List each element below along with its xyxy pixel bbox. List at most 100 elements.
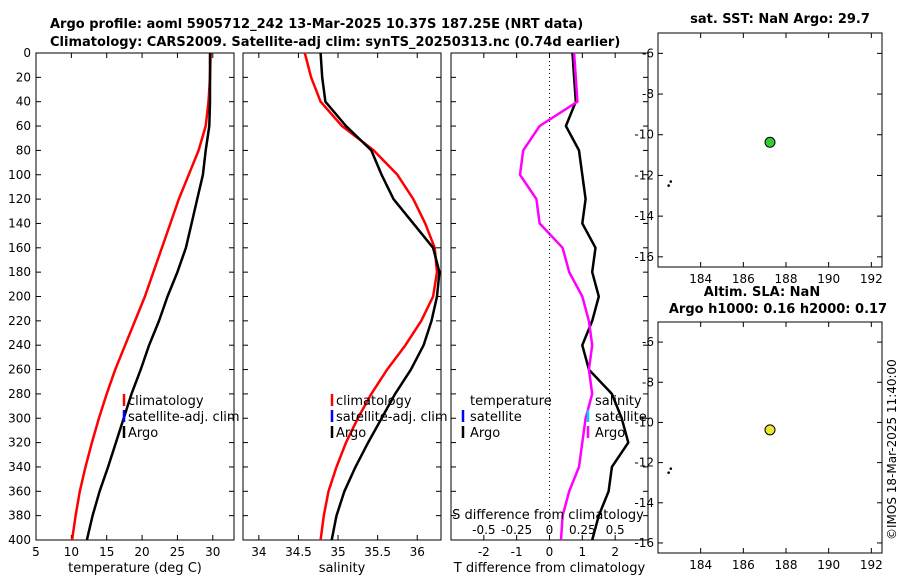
temperature-ytick-label: 300 [8, 411, 31, 425]
temperature-ytick-label: 280 [8, 387, 31, 401]
temperature-xtick-label: 5 [32, 545, 40, 559]
sla_map-ytick-label: -12 [634, 456, 654, 470]
sst_map-coast-dot [667, 184, 670, 187]
diff-s-legend-label: salinity [595, 394, 642, 409]
differences-xtick-label: 2 [611, 545, 619, 559]
salinity-xtick-label: 36 [410, 545, 425, 559]
sla_map-ytick-label: -6 [642, 335, 654, 349]
temperature-ytick-label: 120 [8, 192, 31, 206]
salinity-panel: 34 34.5 35 35.5 36 salinity climatologysatelli… [242, 52, 448, 576]
temperature-ytick-label: 100 [8, 168, 31, 182]
salinity-axes-box [242, 52, 442, 541]
sst-title: sat. SST: NaN Argo: 29.7 [690, 12, 870, 27]
sla_map-xtick-label: 192 [860, 558, 883, 572]
sal-legend-label: satellite-adj. clim [336, 410, 448, 425]
sla-map-panel: 184 186 188 190 192 -6 -8 -10 -12 -14 -16 [634, 321, 883, 572]
temperature-ytick-label: 340 [8, 460, 31, 474]
sst_map-ytick-label: -6 [642, 46, 654, 60]
diff-s-tick-label: 0.25 [569, 523, 596, 537]
sla_map-ytick-label: -14 [634, 496, 654, 510]
header-line2: Climatology: CARS2009. Satellite-adj cli… [50, 35, 620, 50]
diff-s-tick-label: -0.25 [501, 523, 532, 537]
salinity-xtick-label: 34.5 [285, 545, 312, 559]
diff-s-legend-label: satellite [595, 410, 647, 425]
salinity-series-1 [319, 52, 441, 541]
temperature-ytick-label: 80 [16, 143, 31, 157]
temperature-ytick-label: 20 [16, 70, 31, 84]
sla_map-xtick-label: 186 [732, 558, 755, 572]
sst_map-xtick-label: 192 [860, 272, 883, 286]
temperature-xtick-label: 30 [205, 545, 220, 559]
temperature-ytick-label: 320 [8, 436, 31, 450]
salinity-xtick-label: 35.5 [364, 545, 391, 559]
diff-s-xlabel: S difference from climatology [452, 508, 644, 523]
temperature-ytick-label: 160 [8, 241, 31, 255]
temp-legend-label: climatology [128, 394, 204, 409]
temperature-ytick-label: 240 [8, 338, 31, 352]
sst_map-xtick-label: 184 [689, 272, 712, 286]
differences-series-1 [518, 52, 594, 541]
timestamp: ©IMOS 18-Mar-2025 11:40:00 [885, 359, 899, 540]
sla_map-coast-dot [667, 471, 670, 474]
sst_map-argo-marker [764, 136, 776, 148]
temperature-xtick-label: 20 [134, 545, 149, 559]
temperature-ytick-label: 260 [8, 363, 31, 377]
sla_map-ytick-label: -8 [642, 375, 654, 389]
differences-axes-box [450, 52, 649, 541]
temperature-axes-box [35, 52, 235, 541]
sst-map-panel: 184 186 188 190 192 -6 -8 -10 -12 -14 -16 [634, 32, 883, 286]
temperature-xtick-label: 10 [64, 545, 79, 559]
temperature-ytick-label: 400 [8, 533, 31, 547]
differences-xtick-label: 0 [546, 545, 554, 559]
sst_map-xtick-label: 186 [732, 272, 755, 286]
temperature-xlabel: temperature (deg C) [68, 561, 202, 576]
sal-legend-label: Argo [336, 426, 366, 441]
sst_map-ytick-label: -12 [634, 168, 654, 182]
temperature-ytick-label: 0 [23, 46, 31, 60]
diff-t-legend-label: Argo [470, 426, 500, 441]
temperature-ytick-label: 180 [8, 265, 31, 279]
temperature-xtick-label: 25 [170, 545, 185, 559]
sst_map-ytick-label: -8 [642, 87, 654, 101]
temperature-series-0 [70, 52, 212, 541]
diff-s-tick-label: -0.5 [472, 523, 495, 537]
differences-xlabel: T difference from climatology [453, 561, 646, 576]
difference-panel: -2 -1 0 1 2 T difference from climatology S di… [450, 52, 649, 576]
temperature-xtick-label: 15 [99, 545, 114, 559]
sla_map-coast-dot [669, 467, 673, 470]
salinity-xtick-label: 35 [330, 545, 345, 559]
sla_map-ytick-label: -10 [634, 415, 654, 429]
temperature-ytick-label: 60 [16, 119, 31, 133]
sst_map-xtick-label: 190 [817, 272, 840, 286]
sla_map-xtick-label: 184 [689, 558, 712, 572]
sla_map-argo-marker [764, 424, 776, 436]
salinity-xlabel: salinity [319, 561, 366, 576]
sst_map-axes-box [657, 32, 883, 268]
sst_map-ytick-label: -14 [634, 209, 654, 223]
sla_map-axes-box [657, 321, 883, 554]
sst_map-ytick-label: -16 [634, 250, 654, 264]
differences-xtick-label: -1 [511, 545, 523, 559]
header-line1: Argo profile: aoml 5905712_242 13-Mar-20… [50, 17, 583, 32]
diff-s-legend-label: Argo [595, 426, 625, 441]
sla-title-1: Altim. SLA: NaN [704, 285, 820, 300]
differences-xtick-label: -2 [478, 545, 490, 559]
temperature-ytick-label: 40 [16, 95, 31, 109]
temp-legend-label: Argo [128, 426, 158, 441]
differences-xtick-label: 1 [579, 545, 587, 559]
sal-legend-label: climatology [336, 394, 412, 409]
salinity-series-0 [303, 52, 439, 541]
sst_map-ytick-label: -10 [634, 128, 654, 142]
salinity-xtick-label: 34 [251, 545, 266, 559]
sla_map-xtick-label: 188 [775, 558, 798, 572]
temperature-panel: 5 10 15 20 25 3002040608010012014016018020022… [8, 46, 240, 576]
temperature-ytick-label: 360 [8, 484, 31, 498]
diff-s-tick-label: 0 [546, 523, 554, 537]
temperature-ytick-label: 140 [8, 216, 31, 230]
differences-series-0 [564, 52, 630, 541]
sst_map-xtick-label: 188 [775, 272, 798, 286]
temperature-ytick-label: 200 [8, 290, 31, 304]
temperature-ytick-label: 220 [8, 314, 31, 328]
temperature-ytick-label: 380 [8, 509, 31, 523]
